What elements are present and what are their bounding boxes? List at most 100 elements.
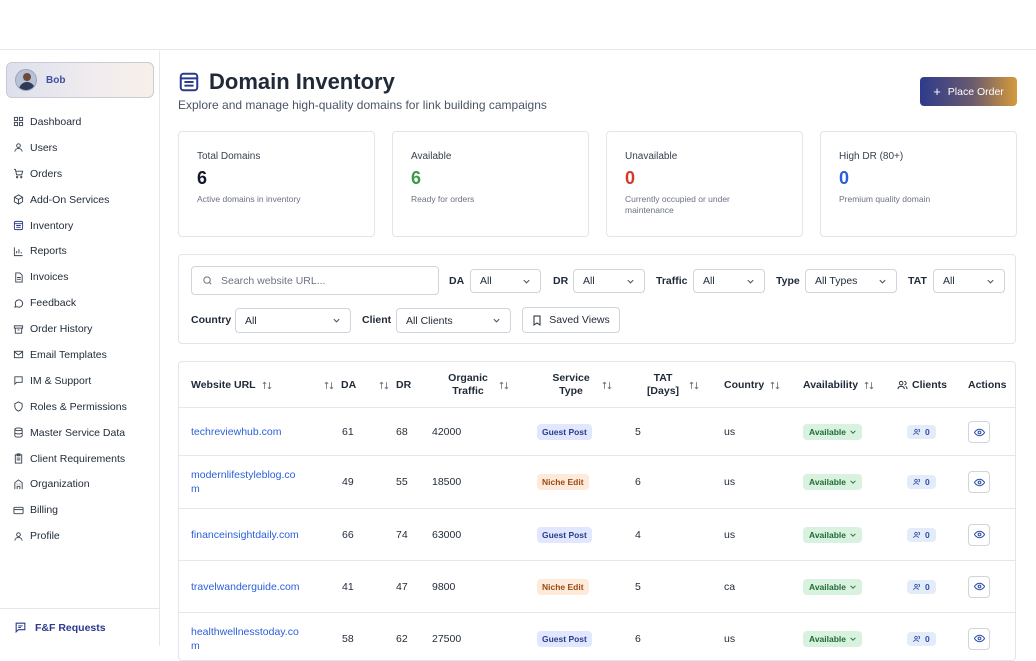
mail-icon: [13, 351, 24, 359]
sidebar-item-organization[interactable]: Organization: [0, 471, 159, 497]
availability-dropdown[interactable]: Available: [803, 526, 863, 543]
eye-icon: [973, 634, 985, 643]
da-value: 41: [342, 580, 354, 593]
availability-dropdown[interactable]: Available: [803, 474, 863, 490]
col-tat-label: TAT [Days]: [646, 372, 680, 397]
col-clients-label: Clients: [912, 378, 948, 391]
user-card[interactable]: Bob: [6, 62, 154, 98]
traffic-select[interactable]: All: [693, 269, 765, 293]
col-dr[interactable]: DR: [379, 362, 411, 408]
place-order-button[interactable]: + Place Order: [920, 77, 1017, 106]
country-label: Country: [191, 314, 232, 326]
col-website-url[interactable]: Website URL: [191, 362, 272, 408]
sidebar-item-email-templates[interactable]: Email Templates: [0, 342, 159, 368]
clients-badge[interactable]: 0: [907, 579, 936, 594]
sidebar-item-feedback[interactable]: Feedback: [0, 290, 159, 316]
col-da[interactable]: DA: [324, 362, 356, 408]
view-button[interactable]: [968, 471, 990, 493]
clipboard-icon: [14, 453, 23, 464]
col-tat[interactable]: TAT [Days]: [641, 362, 701, 408]
eye-icon: [973, 582, 985, 591]
sidebar-item-add-on-services[interactable]: Add-On Services: [0, 187, 159, 213]
sidebar-item-client-requirements[interactable]: Client Requirements: [0, 446, 159, 472]
website-url-link[interactable]: modernlifestyleblog.com: [191, 469, 296, 495]
users-icon: [913, 635, 921, 642]
website-url-link[interactable]: healthwellnesstoday.com: [191, 625, 299, 652]
client-label: Client: [362, 314, 392, 326]
country-value: us: [724, 426, 736, 438]
sidebar-item-dashboard[interactable]: Dashboard: [0, 109, 159, 135]
sidebar-item-roles-permissions[interactable]: Roles & Permissions: [0, 394, 159, 420]
view-button[interactable]: [968, 575, 990, 598]
availability-dropdown[interactable]: Available: [803, 424, 863, 440]
sidebar-item-label: Reports: [30, 245, 67, 258]
sort-icon: [602, 381, 612, 389]
clients-badge[interactable]: 0: [907, 527, 936, 542]
box-icon: [13, 194, 24, 205]
sidebar-item-label: Invoices: [30, 271, 69, 284]
sidebar-item-inventory[interactable]: Inventory: [0, 213, 159, 239]
view-button[interactable]: [968, 523, 990, 546]
availability-dropdown[interactable]: Available: [803, 630, 863, 647]
clients-badge[interactable]: 0: [907, 475, 936, 489]
table-row: techreviewhub.com 61 68 42000 Guest Post 5 us A…: [179, 409, 1015, 456]
stat-card: High DR (80+) 0 Premium quality domain: [820, 131, 1017, 237]
view-button[interactable]: [968, 627, 990, 650]
clients-badge[interactable]: 0: [907, 631, 936, 646]
user-icon: [14, 143, 23, 153]
users-icon: [913, 428, 921, 436]
sidebar-item-master-service-data[interactable]: Master Service Data: [0, 420, 159, 446]
clients-badge[interactable]: 0: [907, 425, 936, 439]
ff-requests-link[interactable]: F&F Requests: [0, 608, 159, 646]
message-square-icon: [15, 622, 26, 634]
website-url-link[interactable]: financeinsightdaily.com: [191, 528, 299, 541]
sidebar-item-reports[interactable]: Reports: [0, 238, 159, 264]
col-organic-traffic[interactable]: Organic Traffic: [441, 362, 511, 408]
tat-value: 6: [635, 476, 641, 488]
sidebar-item-label: Users: [30, 141, 58, 154]
col-service-type[interactable]: Service Type: [544, 362, 614, 408]
sidebar-item-users[interactable]: Users: [0, 135, 159, 161]
dr-label: DR: [553, 275, 569, 287]
website-url-link[interactable]: travelwanderguide.com: [191, 580, 300, 593]
da-select[interactable]: All: [470, 269, 541, 293]
stat-card: Total Domains 6 Active domains in inventor…: [178, 131, 375, 237]
stat-label: Total Domains: [197, 151, 261, 162]
col-service-type-label: Service Type: [552, 372, 590, 397]
tat-label: TAT: [908, 275, 927, 287]
service-type-badge: Niche Edit: [537, 474, 589, 490]
sidebar-item-profile[interactable]: Profile: [0, 523, 159, 549]
sidebar: Bob Dashboard Users Orders Add-On Services I…: [0, 51, 160, 646]
document-icon: [15, 272, 23, 283]
sidebar-item-order-history[interactable]: Order History: [0, 316, 159, 342]
col-country[interactable]: Country: [724, 362, 780, 408]
availability-dropdown[interactable]: Available: [803, 578, 863, 595]
website-url-link[interactable]: techreviewhub.com: [191, 426, 282, 438]
tat-select[interactable]: All: [933, 269, 1005, 293]
clients-count: 0: [925, 477, 930, 487]
country-value: ca: [724, 580, 736, 593]
sort-icon: [499, 381, 509, 389]
saved-views-button[interactable]: Saved Views: [522, 307, 620, 333]
client-select[interactable]: All Clients: [396, 308, 511, 333]
chevron-down-icon: [879, 279, 886, 284]
col-availability[interactable]: Availability: [803, 362, 874, 408]
col-clients: Clients: [897, 362, 947, 408]
view-button[interactable]: [968, 421, 990, 443]
type-select[interactable]: All Types: [805, 269, 897, 293]
col-website-url-label: Website URL: [191, 378, 256, 391]
sidebar-item-billing[interactable]: Billing: [0, 497, 159, 523]
sort-icon: [770, 381, 780, 389]
sidebar-item-label: Inventory: [30, 219, 74, 232]
search-input[interactable]: Search website URL...: [191, 266, 439, 295]
table-row: modernlifestyleblog.com 49 55 18500 Niche Ed…: [179, 456, 1015, 509]
stat-description: Ready for orders: [411, 194, 475, 204]
dr-select[interactable]: All: [573, 269, 645, 293]
sidebar-item-im-support[interactable]: IM & Support: [0, 368, 159, 394]
type-label: Type: [776, 275, 800, 287]
stat-value: 6: [411, 168, 422, 188]
chevron-down-icon: [850, 532, 856, 537]
sidebar-item-orders[interactable]: Orders: [0, 161, 159, 187]
country-select[interactable]: All: [235, 308, 351, 333]
sidebar-item-invoices[interactable]: Invoices: [0, 264, 159, 290]
